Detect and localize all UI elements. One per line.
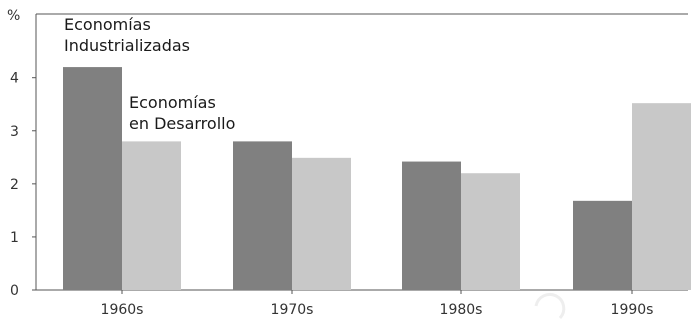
x-tick-label-1960s: 1960s — [101, 302, 144, 318]
annotation-developing-line-1: Economías — [129, 93, 216, 112]
bar-developing-1970s — [292, 157, 351, 290]
y-tick-label: 4 — [10, 71, 19, 87]
y-axis-unit-label: % — [7, 8, 20, 24]
y-tick-label: 1 — [10, 230, 19, 246]
x-tick-label-1980s: 1980s — [440, 302, 483, 318]
x-tick-label-1970s: 1970s — [271, 302, 314, 318]
bar-developing-1980s — [461, 173, 520, 290]
annotation-developing: Economías en Desarrollo — [129, 93, 235, 133]
bar-industrialized-1970s — [233, 141, 292, 290]
bar-developing-1960s — [122, 141, 181, 290]
x-tick-label-1990s: 1990s — [611, 302, 654, 318]
bar-industrialized-1990s — [573, 200, 632, 290]
y-axis-ticks: 0 1 2 3 4 — [10, 71, 36, 299]
y-tick-label: 0 — [10, 283, 19, 299]
y-tick-label: 3 — [10, 124, 19, 140]
annotation-developing-line-2: en Desarrollo — [129, 114, 235, 133]
bars-group — [63, 67, 691, 291]
bar-industrialized-1980s — [402, 161, 461, 290]
bar-industrialized-1960s — [63, 67, 122, 290]
annotation-industrialized-line-1: Economías — [64, 15, 151, 34]
annotation-industrialized-line-2: Industrializadas — [64, 36, 190, 55]
watermark-arc — [534, 292, 566, 320]
x-axis-tick-labels: 1960s 1970s 1980s 1990s — [101, 290, 654, 318]
y-tick-label: 2 — [10, 177, 19, 193]
bar-developing-1990s — [632, 103, 691, 291]
annotation-industrialized: Economías Industrializadas — [64, 15, 190, 55]
